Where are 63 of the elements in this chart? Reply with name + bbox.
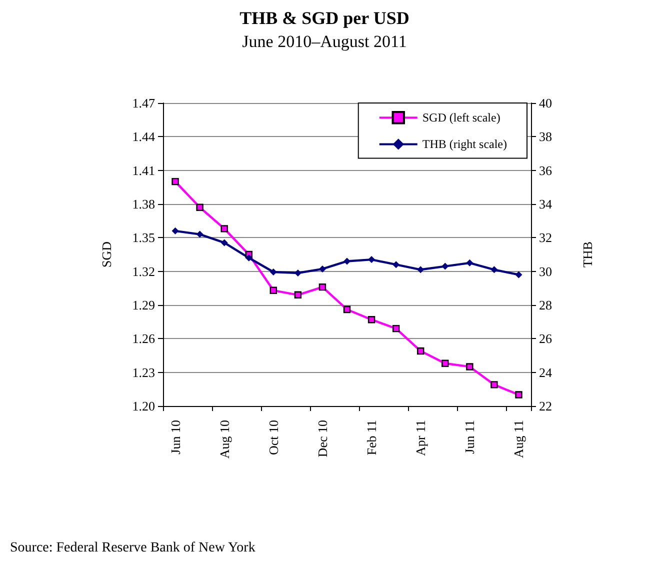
x-tick-label: Jun 10 [168,420,183,454]
x-tick-label: Oct 10 [266,420,281,456]
point [442,262,449,270]
y2-tick-label: 38 [539,129,552,144]
y2-tick-label: 26 [539,331,552,346]
y2-tick-label: 24 [539,364,552,380]
point [368,256,376,264]
source-note: Source: Federal Reserve Bank of New York [10,540,256,556]
chart-subtitle: June 2010–August 2011 [242,32,407,51]
y2-tick-label: 34 [539,196,552,212]
point [220,225,228,232]
point [466,259,474,266]
x-tick-label: Aug 10 [216,420,232,459]
y-tick-label: 1.26 [132,331,156,346]
chart-title: THB & SGD per USD [240,8,410,28]
point [270,268,277,276]
legend-label: SGD (left scale) [422,110,500,125]
y-tick-label: 1.47 [132,96,156,110]
y-tick-label: 1.44 [132,129,156,144]
y2-tick-label: 28 [539,298,552,312]
point [344,258,350,265]
point [515,391,522,398]
y-tick-label: 1.20 [132,398,155,414]
point [442,360,449,367]
y2-axis-title: THB [580,241,595,268]
y2-tick-label: 36 [539,162,552,178]
point [392,261,400,268]
y2-tick-label: 30 [539,264,552,279]
point [172,178,179,186]
x-tick-label: Feb 11 [364,420,380,456]
x-tick-label: Dec 10 [314,420,330,458]
y-axis-title: SGD [99,241,114,268]
y-tick-label: 1.35 [132,230,155,246]
point [368,316,376,324]
y2-tick-label: 40 [539,96,552,110]
point [343,306,351,314]
y-tick-label: 1.41 [132,162,155,178]
y-tick-label: 1.38 [132,196,155,212]
x-tick-label: Apr 11 [413,420,428,456]
x-tick-label: Aug 11 [511,420,526,458]
point [294,291,302,298]
point [196,230,204,238]
point [245,254,252,262]
point [270,286,277,294]
y-tick-label: 1.29 [132,298,155,312]
point [466,363,474,370]
point [417,266,424,274]
point [220,239,228,246]
point [515,271,522,278]
point [318,283,326,291]
point [392,324,400,332]
point [196,204,204,211]
y-tick-label: 1.32 [132,264,155,279]
y2-tick-label: 22 [539,398,552,414]
x-tick-label: Jun 11 [462,420,478,454]
point [490,266,498,274]
point [318,265,326,272]
point [172,227,179,234]
point [417,347,424,355]
point [490,381,498,388]
y2-tick-label: 32 [539,230,552,246]
legend-label: THB (right scale) [422,137,508,152]
y-tick-label: 1.23 [132,364,155,380]
